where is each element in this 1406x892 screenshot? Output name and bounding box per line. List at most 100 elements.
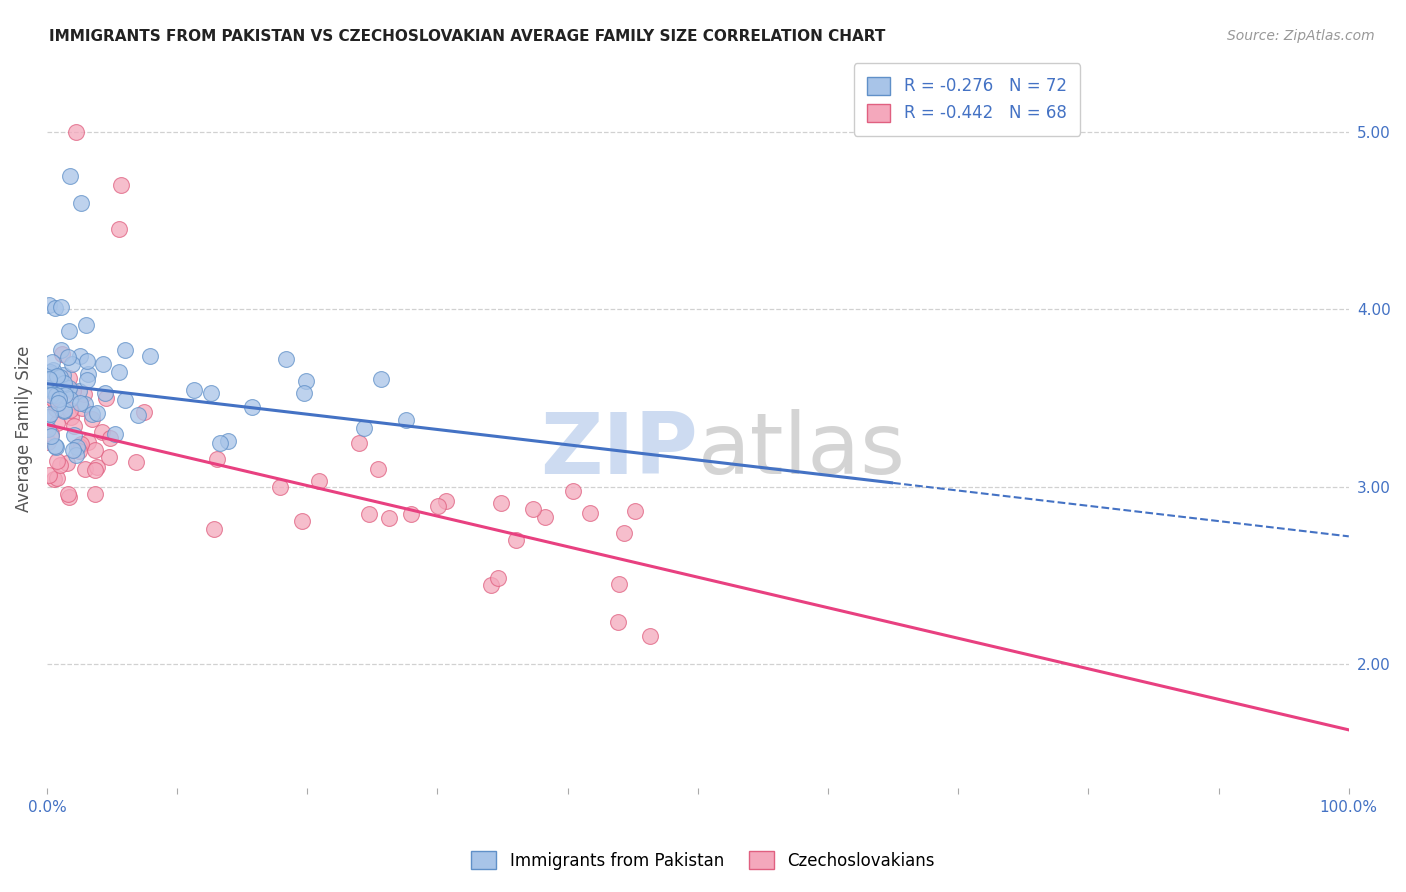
Immigrants from Pakistan	[70, 195, 93, 210]
Czechoslovakians	[83, 443, 105, 458]
Czechoslovakians	[427, 499, 450, 513]
Czechoslovakians	[70, 401, 93, 416]
Czechoslovakians	[84, 486, 107, 500]
Immigrants from Pakistan	[69, 395, 91, 409]
Czechoslovakians	[378, 510, 401, 524]
Czechoslovakians	[42, 472, 65, 486]
Czechoslovakians	[73, 387, 96, 401]
Immigrants from Pakistan	[44, 301, 66, 315]
Czechoslovakians	[607, 577, 630, 591]
Immigrants from Pakistan	[103, 426, 125, 441]
Czechoslovakians	[65, 125, 87, 139]
Czechoslovakians	[110, 178, 132, 192]
Czechoslovakians	[46, 471, 69, 485]
Czechoslovakians	[58, 371, 80, 385]
Immigrants from Pakistan	[59, 392, 82, 407]
Czechoslovakians	[59, 410, 82, 425]
Immigrants from Pakistan	[45, 388, 67, 402]
Czechoslovakians	[38, 468, 60, 483]
Czechoslovakians	[67, 444, 90, 458]
Text: atlas: atlas	[697, 409, 905, 492]
Immigrants from Pakistan	[37, 422, 59, 436]
Immigrants from Pakistan	[37, 410, 59, 425]
Immigrants from Pakistan	[52, 404, 75, 418]
Legend: Immigrants from Pakistan, Czechoslovakians: Immigrants from Pakistan, Czechoslovakia…	[464, 845, 942, 877]
Immigrants from Pakistan	[38, 372, 60, 386]
Y-axis label: Average Family Size: Average Family Size	[15, 346, 32, 512]
Czechoslovakians	[269, 480, 291, 494]
Immigrants from Pakistan	[75, 318, 97, 332]
Immigrants from Pakistan	[38, 373, 60, 387]
Immigrants from Pakistan	[41, 355, 63, 369]
Immigrants from Pakistan	[58, 324, 80, 338]
Immigrants from Pakistan	[82, 407, 104, 421]
Immigrants from Pakistan	[45, 440, 67, 454]
Immigrants from Pakistan	[183, 383, 205, 397]
Immigrants from Pakistan	[52, 368, 75, 383]
Czechoslovakians	[75, 462, 97, 476]
Czechoslovakians	[522, 502, 544, 516]
Immigrants from Pakistan	[49, 370, 72, 384]
Czechoslovakians	[39, 427, 62, 442]
Immigrants from Pakistan	[58, 381, 80, 395]
Czechoslovakians	[82, 412, 104, 426]
Czechoslovakians	[125, 455, 148, 469]
Czechoslovakians	[48, 390, 70, 404]
Immigrants from Pakistan	[51, 300, 73, 314]
Czechoslovakians	[399, 507, 422, 521]
Immigrants from Pakistan	[66, 440, 89, 454]
Immigrants from Pakistan	[67, 384, 90, 399]
Immigrants from Pakistan	[292, 385, 315, 400]
Immigrants from Pakistan	[208, 436, 231, 450]
Immigrants from Pakistan	[370, 371, 392, 385]
Immigrants from Pakistan	[42, 362, 65, 376]
Czechoslovakians	[486, 571, 509, 585]
Immigrants from Pakistan	[49, 343, 72, 357]
Czechoslovakians	[97, 450, 120, 465]
Immigrants from Pakistan	[59, 169, 82, 183]
Immigrants from Pakistan	[46, 368, 69, 383]
Immigrants from Pakistan	[395, 413, 418, 427]
Immigrants from Pakistan	[76, 373, 98, 387]
Immigrants from Pakistan	[38, 298, 60, 312]
Immigrants from Pakistan	[46, 396, 69, 410]
Czechoslovakians	[58, 491, 80, 505]
Czechoslovakians	[607, 615, 630, 629]
Immigrants from Pakistan	[77, 367, 100, 381]
Immigrants from Pakistan	[41, 384, 63, 399]
Czechoslovakians	[96, 391, 118, 405]
Czechoslovakians	[357, 507, 380, 521]
Immigrants from Pakistan	[55, 388, 77, 402]
Text: Source: ZipAtlas.com: Source: ZipAtlas.com	[1227, 29, 1375, 43]
Immigrants from Pakistan	[52, 402, 75, 417]
Czechoslovakians	[613, 526, 636, 541]
Immigrants from Pakistan	[217, 434, 239, 448]
Czechoslovakians	[638, 628, 661, 642]
Immigrants from Pakistan	[353, 421, 375, 435]
Legend: R = -0.276   N = 72, R = -0.442   N = 68: R = -0.276 N = 72, R = -0.442 N = 68	[853, 63, 1080, 136]
Immigrants from Pakistan	[62, 443, 84, 458]
Immigrants from Pakistan	[48, 392, 70, 406]
Immigrants from Pakistan	[75, 396, 97, 410]
Czechoslovakians	[45, 453, 67, 467]
Immigrants from Pakistan	[37, 381, 59, 395]
Immigrants from Pakistan	[44, 439, 66, 453]
Czechoslovakians	[86, 459, 108, 474]
Immigrants from Pakistan	[46, 371, 69, 385]
Czechoslovakians	[108, 222, 131, 236]
Immigrants from Pakistan	[44, 384, 66, 399]
Immigrants from Pakistan	[91, 357, 114, 371]
Czechoslovakians	[49, 458, 72, 472]
Czechoslovakians	[70, 437, 93, 451]
Czechoslovakians	[59, 403, 82, 417]
Czechoslovakians	[134, 405, 156, 419]
Czechoslovakians	[291, 514, 314, 528]
Immigrants from Pakistan	[114, 343, 136, 357]
Czechoslovakians	[67, 440, 90, 454]
Immigrants from Pakistan	[39, 365, 62, 379]
Czechoslovakians	[37, 434, 59, 449]
Immigrants from Pakistan	[200, 386, 222, 401]
Czechoslovakians	[62, 384, 84, 398]
Czechoslovakians	[42, 392, 65, 407]
Czechoslovakians	[491, 496, 513, 510]
